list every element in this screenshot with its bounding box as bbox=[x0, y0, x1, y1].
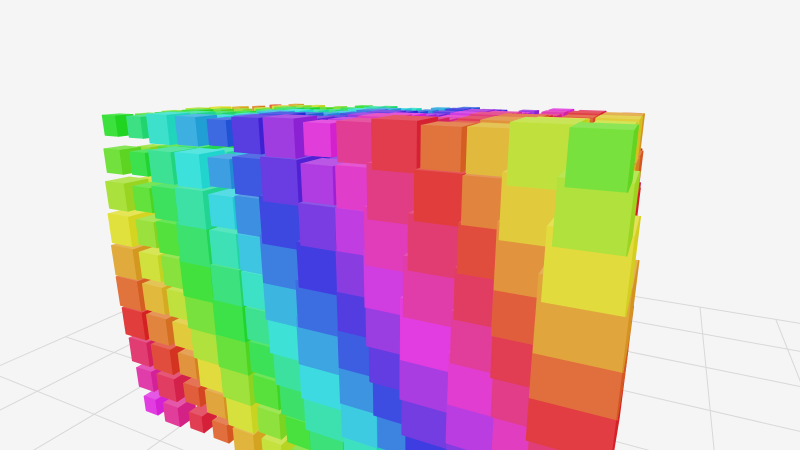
cube-field bbox=[101, 103, 645, 450]
